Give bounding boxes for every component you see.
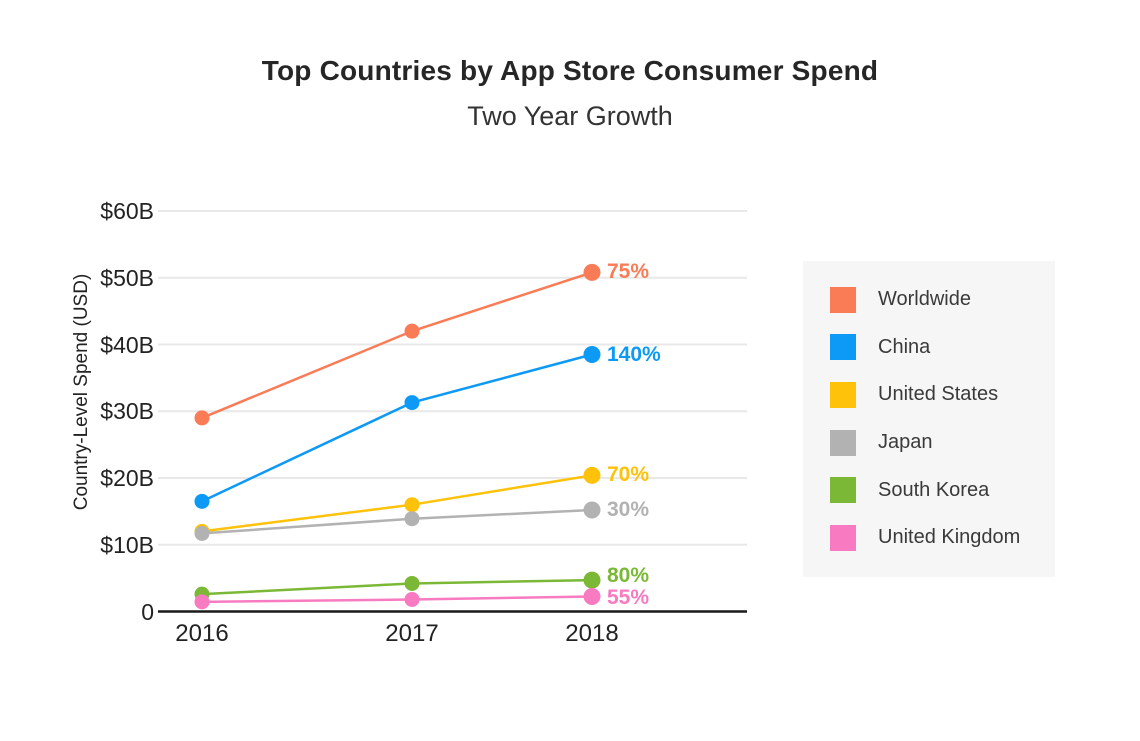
- growth-label-south-korea: 80%: [607, 564, 650, 588]
- legend-label-worldwide: Worldwide: [878, 288, 971, 311]
- data-point-united-states-2017: [404, 497, 420, 513]
- data-point-united-kingdom-2018: [583, 587, 601, 605]
- data-point-united-kingdom-2017: [404, 591, 420, 607]
- series-line-south-korea: [201, 578, 593, 596]
- legend-item-united-kingdom: United Kingdom: [803, 514, 1055, 562]
- legend-swatch-united-kingdom: [830, 524, 856, 551]
- growth-label-united-kingdom: 55%: [607, 586, 650, 610]
- x-tick-label-2016: 2016: [175, 620, 229, 647]
- chart-title: Top Countries by App Store Consumer Spen…: [261, 55, 879, 86]
- legend-item-south-korea: South Korea: [803, 466, 1055, 514]
- y-tick-label-10: $10B: [100, 531, 154, 558]
- y-tick-label-60: $60B: [100, 198, 154, 224]
- series-line-united-kingdom: [201, 595, 593, 604]
- y-tick-label-0: 0: [141, 598, 154, 625]
- legend-swatch-worldwide: [830, 286, 856, 313]
- series-line-china: [201, 353, 593, 503]
- legend-swatch-china: [830, 334, 856, 361]
- legend-item-worldwide: Worldwide: [803, 276, 1055, 324]
- data-point-worldwide-2018: [583, 263, 601, 281]
- y-tick-label-40: $40B: [100, 331, 154, 358]
- data-point-south-korea-2017: [404, 575, 420, 591]
- y-tick-label-30: $30B: [100, 398, 154, 425]
- growth-label-united-states: 70%: [607, 463, 650, 487]
- data-point-japan-2016: [194, 525, 210, 541]
- legend-label-united-states: United States: [878, 383, 999, 406]
- legend-label-japan: Japan: [878, 431, 933, 454]
- legend-label-united-kingdom: United Kingdom: [878, 526, 1021, 549]
- growth-label-japan: 30%: [607, 498, 650, 522]
- data-point-china-2016: [194, 493, 210, 509]
- legend-swatch-south-korea: [830, 477, 856, 504]
- legend-item-china: China: [803, 324, 1055, 372]
- growth-label-worldwide: 75%: [607, 260, 650, 284]
- x-tick-label-2017: 2017: [385, 620, 439, 647]
- growth-label-china: 140%: [607, 342, 661, 366]
- data-point-worldwide-2017: [404, 323, 420, 339]
- legend-label-china: China: [878, 335, 931, 358]
- legend-item-japan: Japan: [803, 419, 1055, 467]
- chart-subtitle: Two Year Growth: [467, 101, 673, 131]
- data-point-south-korea-2018: [583, 571, 601, 589]
- series-line-japan: [201, 508, 593, 535]
- data-point-china-2017: [404, 395, 420, 411]
- data-point-united-kingdom-2016: [194, 594, 210, 610]
- data-point-united-states-2018: [583, 466, 601, 484]
- legend-swatch-united-states: [830, 381, 856, 408]
- y-tick-label-50: $50B: [100, 264, 154, 291]
- x-tick-label-2018: 2018: [565, 620, 619, 647]
- legend-label-south-korea: South Korea: [878, 478, 990, 501]
- legend-item-united-states: United States: [803, 371, 1055, 419]
- series-line-united-states: [201, 474, 593, 533]
- data-point-china-2018: [583, 346, 601, 364]
- data-point-worldwide-2016: [194, 410, 210, 426]
- data-point-japan-2018: [583, 501, 601, 519]
- legend-swatch-japan: [830, 429, 856, 456]
- y-tick-label-20: $20B: [100, 465, 154, 491]
- data-point-japan-2017: [404, 511, 420, 527]
- legend: Worldwide China United States Japan South Ko…: [803, 261, 1055, 577]
